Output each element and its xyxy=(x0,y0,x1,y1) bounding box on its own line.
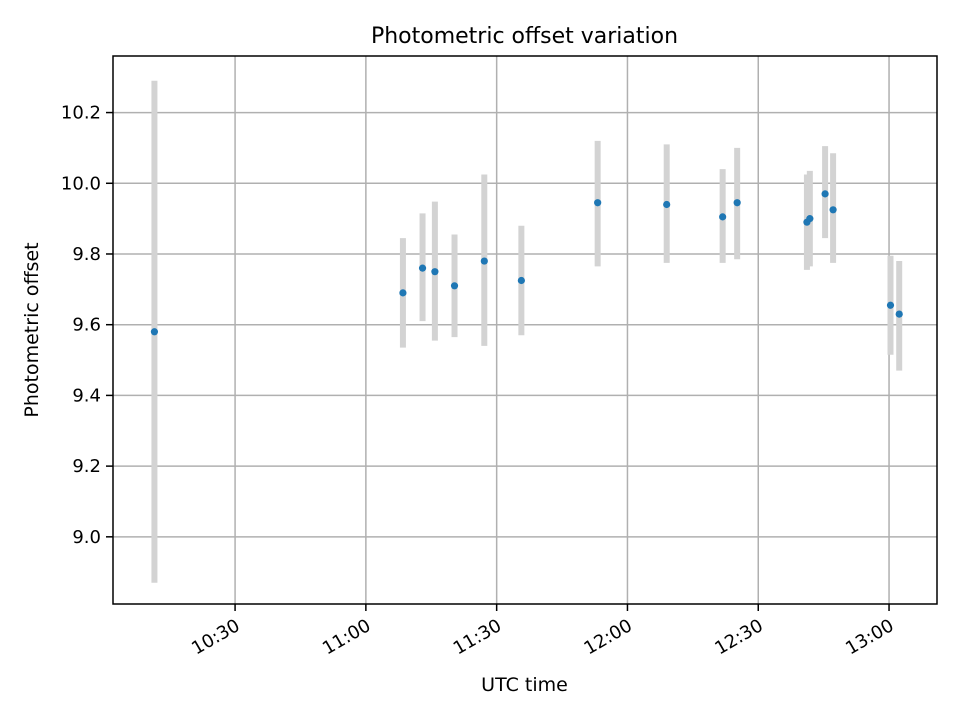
y-tick-label: 9.4 xyxy=(72,385,101,406)
data-point xyxy=(821,190,829,198)
chart-title: Photometric offset variation xyxy=(371,24,678,49)
data-point xyxy=(895,310,903,318)
y-tick-label: 10.0 xyxy=(61,173,101,194)
x-axis-label: UTC time xyxy=(481,674,568,696)
y-tick-label: 10.2 xyxy=(61,103,101,124)
data-point xyxy=(886,301,895,309)
data-point xyxy=(399,289,407,297)
x-tick-label: 12:30 xyxy=(711,615,766,659)
data-point xyxy=(806,215,814,223)
data-point xyxy=(733,199,741,207)
y-tick-label: 9.8 xyxy=(72,244,101,265)
y-tick-label: 9.2 xyxy=(72,456,101,477)
plot-frame xyxy=(112,55,938,605)
data-point xyxy=(480,257,488,265)
x-tick-label: 13:00 xyxy=(842,615,897,659)
y-axis-label: Photometric offset xyxy=(21,242,43,417)
data-point xyxy=(418,264,427,272)
x-tick-label: 10:30 xyxy=(188,615,243,659)
data-point xyxy=(829,206,837,214)
errorbar-layer xyxy=(151,80,903,583)
data-point xyxy=(594,199,602,207)
data-point xyxy=(517,276,525,285)
grid-layer xyxy=(113,56,937,604)
x-tick-label: 12:00 xyxy=(581,615,636,659)
y-tick-label: 9.6 xyxy=(72,315,101,336)
data-point xyxy=(431,268,439,276)
data-point xyxy=(663,200,671,209)
point-layer xyxy=(150,190,903,336)
data-point xyxy=(150,328,159,336)
x-tick-label: 11:00 xyxy=(319,615,374,659)
y-tick-label: 9.0 xyxy=(72,527,101,548)
x-tick-label: 11:30 xyxy=(450,615,505,659)
tick-layer: 10:30 11:00 11:30 12:00 12:30 13:00 9.0 9.2 9.4 9… xyxy=(61,103,898,660)
data-point xyxy=(450,282,459,290)
data-point xyxy=(719,213,727,221)
